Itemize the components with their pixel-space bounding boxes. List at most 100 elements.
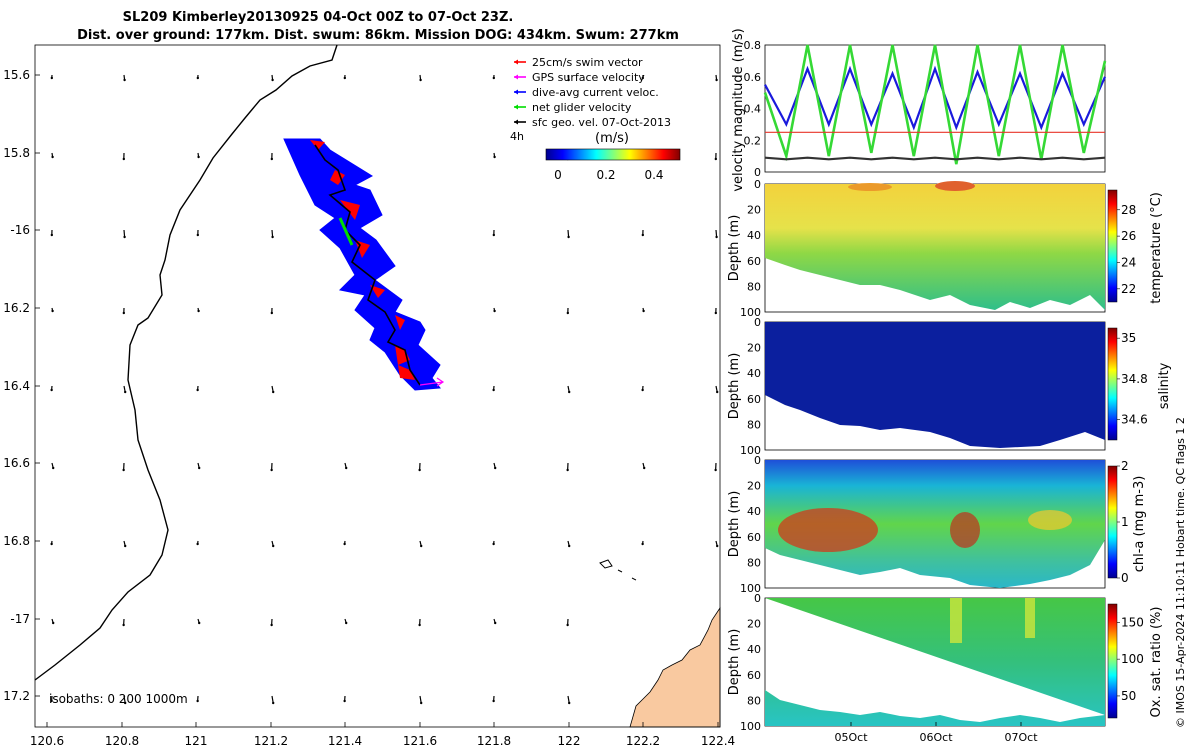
current-vector-head <box>270 157 274 161</box>
current-vector-head <box>51 155 54 159</box>
legend-swatch-head <box>514 119 518 125</box>
colorbar-label: (m/s) <box>595 131 629 146</box>
title-line-1: SL209 Kimberley20130925 04-Oct 00Z to 07… <box>123 10 514 25</box>
current-vector-head <box>345 466 348 470</box>
depth-tick-label: 40 <box>747 505 761 518</box>
current-vector-head <box>641 542 644 546</box>
current-vector-head <box>714 311 718 315</box>
current-vector-head <box>716 544 719 548</box>
depth-tick-label: 100 <box>740 306 761 319</box>
temperature-panel: 0 20 40 60 80 100 Depth (m) 22 24 26 28 temperat… <box>727 178 1164 319</box>
current-vector-head <box>714 468 717 472</box>
current-vector-head <box>493 309 496 313</box>
map-legend: 25cm/s swim vector GPS surface velocity di… <box>514 56 671 129</box>
current-vector-head <box>50 76 54 80</box>
lat-tick-label: 16.8 <box>3 534 30 548</box>
current-vector-head <box>343 542 346 546</box>
map-lon-ticks: 120.6 120.8 121 121.2 121.4 121.6 121.8 122 122.… <box>30 722 735 748</box>
chla-depth-ticks: 0 20 40 60 80 100 <box>740 454 761 595</box>
current-vector-head <box>270 623 273 627</box>
depth-tick-label: 0 <box>754 316 761 329</box>
legend-swatch-head <box>514 89 518 95</box>
date-tick-label: 07Oct <box>1004 731 1038 744</box>
current-vector-head <box>196 233 200 237</box>
chla-depth-label: Depth (m) <box>727 491 742 558</box>
current-vector-head <box>492 699 495 703</box>
lon-tick-label: 122 <box>558 734 581 748</box>
current-vector-head <box>124 390 127 394</box>
current-vector-head <box>196 76 200 80</box>
current-vector-head <box>418 468 421 472</box>
swim-red-patches <box>310 140 415 380</box>
depth-tick-label: 100 <box>740 444 761 457</box>
legend-entry: net glider velocity <box>532 101 632 114</box>
current-vector-head <box>123 78 126 82</box>
velocity-ytick-label: 0.8 <box>744 39 762 52</box>
oxygen-colorbar-tick-label: 50 <box>1121 689 1136 703</box>
depth-tick-label: 100 <box>740 582 761 595</box>
lat-tick-label: 17.2 <box>3 689 30 703</box>
depth-tick-label: 100 <box>740 720 761 733</box>
velocity-panel: 0 0.2 0.4 0.6 0.8 velocity magnitude (m/s) <box>731 28 1107 192</box>
date-tick-label: 05Oct <box>834 731 868 744</box>
current-vector-head <box>198 466 201 470</box>
date-axis: 05Oct 06Oct 07Oct <box>834 722 1038 744</box>
lat-tick-label: 15.8 <box>3 146 30 160</box>
current-vector-head <box>343 76 347 80</box>
map-lat-ticks: 15.6 15.8 -16 16.2 16.4 16.6 16.8 -17 17.2 <box>3 68 40 703</box>
current-vector-head <box>272 390 275 394</box>
depth-tick-label: 40 <box>747 229 761 242</box>
chla-panel: 0 20 40 60 80 100 Depth (m) 0 1 2 chl-a (mg m-3… <box>727 454 1147 595</box>
depth-tick-label: 80 <box>747 280 761 293</box>
net-glider-velocity-arrow <box>338 217 354 246</box>
lat-tick-label: 16.2 <box>3 301 30 315</box>
current-vector-head <box>122 157 126 161</box>
salinity-field <box>765 322 1105 448</box>
velocity-ytick-label: 0 <box>754 166 761 179</box>
temperature-colorbar-tick-label: 26 <box>1121 229 1136 243</box>
legend-entry: 25cm/s swim vector <box>532 56 643 69</box>
current-vector-head <box>52 466 55 470</box>
temperature-depth-ticks: 0 20 40 60 80 100 <box>740 178 761 319</box>
lat-tick-label: -17 <box>10 612 30 626</box>
oxygen-colorbar-label: Ox. sat. ratio (%) <box>1149 607 1164 718</box>
depth-tick-label: 60 <box>747 669 761 682</box>
oxygen-depth-ticks: 0 20 40 60 80 100 <box>740 592 761 733</box>
track-swath <box>283 138 441 391</box>
current-vector-head <box>124 544 127 548</box>
current-vector-head <box>568 701 571 705</box>
map-axes-box <box>34 44 721 728</box>
current-vector-head <box>124 701 127 705</box>
chla-colorbar-label: chl-a (mg m-3) <box>1132 476 1147 573</box>
oxygen-colorbar-tick-label: 150 <box>1121 615 1144 629</box>
footer-credit: © IMOS 15-Apr-2024 11:10:11 Hobart time.… <box>1174 417 1187 728</box>
isobaths-label: isobaths: 0 200 1000m <box>49 692 188 706</box>
current-vector-head <box>270 311 274 315</box>
lon-tick-label: 121.4 <box>328 734 362 748</box>
current-vector-head <box>50 699 53 703</box>
temperature-field <box>765 184 1105 310</box>
current-vector-head <box>492 388 495 392</box>
chla-colorbar-tick-label: 1 <box>1121 515 1129 529</box>
interval-label: 4h <box>510 130 524 143</box>
current-vector-head <box>51 309 54 313</box>
current-vector-head <box>420 701 423 705</box>
current-vector-head <box>197 155 200 159</box>
current-vector-head <box>642 309 645 313</box>
salinity-colorbar-label: salinity <box>1157 362 1172 409</box>
current-vector-head <box>715 235 718 239</box>
current-vector-head <box>568 544 571 548</box>
date-tick-label: 06Oct <box>919 731 953 744</box>
current-vector-head <box>641 233 645 237</box>
legend-entry: dive-avg current veloc. <box>532 86 659 99</box>
salinity-colorbar-tick-label: 34.6 <box>1121 413 1148 427</box>
current-vector-head <box>50 233 54 237</box>
salinity-depth-label: Depth (m) <box>727 353 742 420</box>
lon-tick-label: 122.4 <box>701 734 735 748</box>
current-vector-head <box>50 388 53 392</box>
depth-tick-label: 20 <box>747 342 761 355</box>
glider-track <box>283 138 445 391</box>
legend-swatch-head <box>514 104 518 110</box>
current-vector-head <box>272 544 275 548</box>
